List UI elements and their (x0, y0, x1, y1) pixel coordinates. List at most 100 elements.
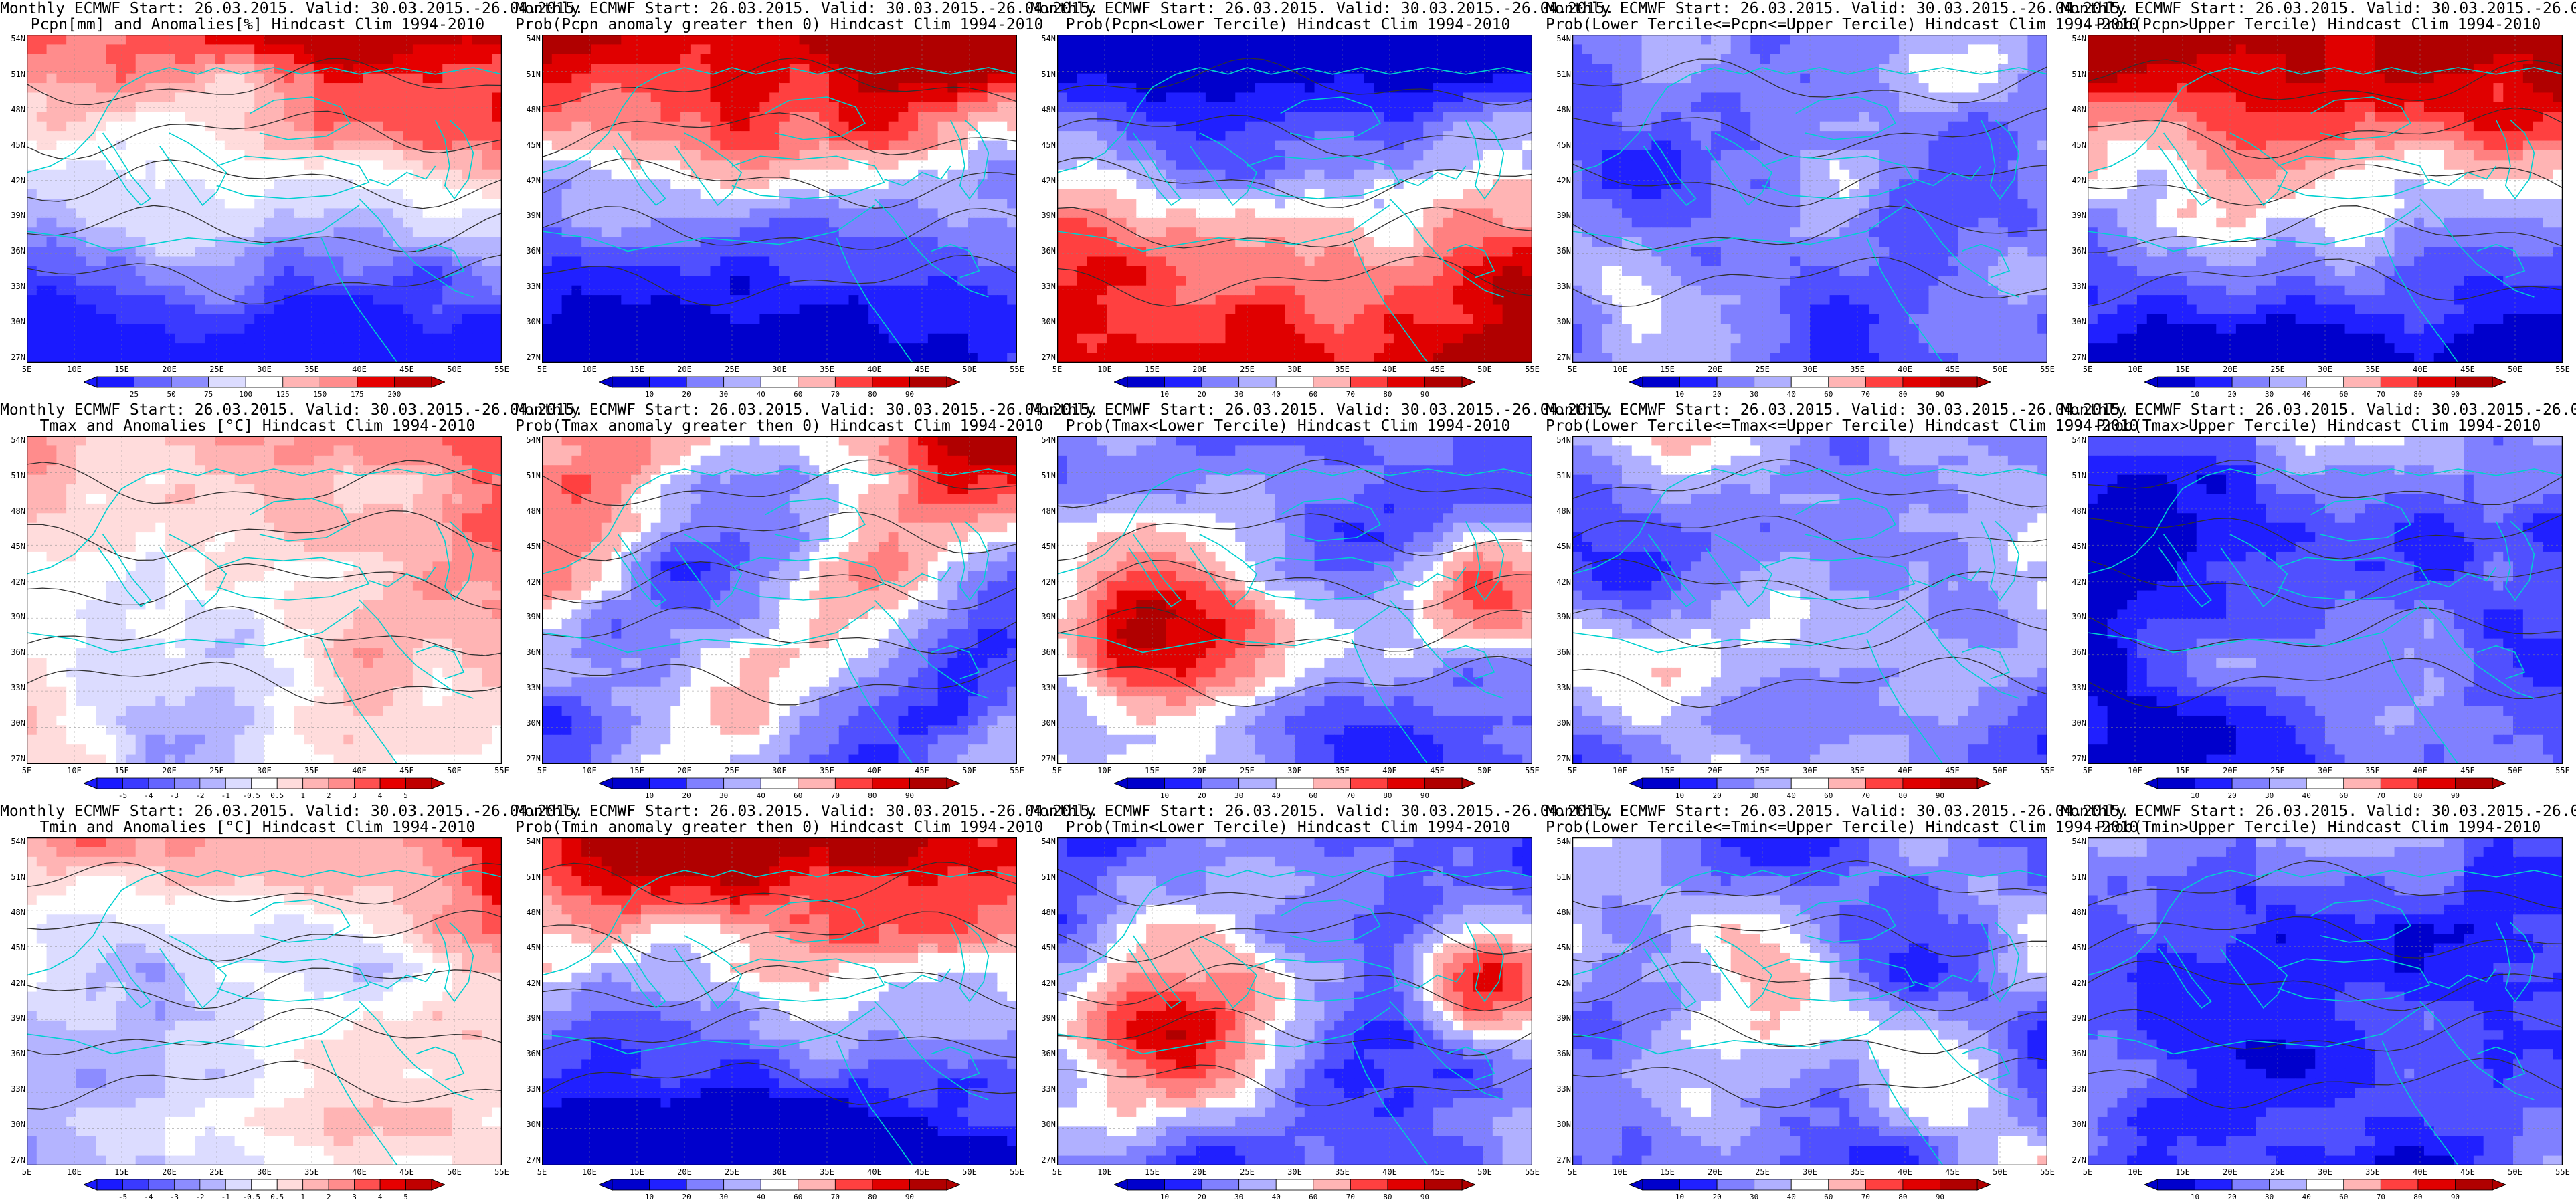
panel-title: Monthly ECMWF Start: 26.03.2015. Valid: … (515, 0, 1099, 17)
colorbar-tick-label: 80 (868, 390, 877, 399)
lon-tick-label: 35E (820, 365, 834, 374)
panel-subtitle: Prob(Tmax anomaly greater then 0) Hindca… (515, 417, 1043, 435)
lat-tick-label: 30N (515, 1120, 541, 1129)
lat-tick-label: 27N (1030, 353, 1056, 362)
lon-tick-label: 20E (162, 1167, 177, 1177)
map-area (2088, 436, 2563, 764)
colorbar-tick-label: 80 (1383, 1193, 1392, 1201)
lon-tick-label: 30E (1803, 365, 1817, 374)
lon-tick-label: 45E (2460, 766, 2475, 775)
panel-subtitle: Prob(Tmin<Lower Tercile) Hindcast Clim 1… (1030, 819, 1546, 836)
lat-tick-label: 30N (0, 718, 25, 728)
lon-tick-label: 50E (1993, 1167, 2007, 1177)
lon-tick-label: 5E (1568, 766, 1577, 775)
colorbar-swatches (599, 777, 960, 789)
lon-tick-label: 5E (2083, 365, 2092, 374)
colorbar-tick-label: 90 (2451, 1193, 2460, 1201)
lat-tick-label: 36N (0, 246, 25, 256)
lat-tick-label: 42N (2061, 577, 2086, 587)
lat-tick-label: 39N (0, 612, 25, 621)
map-area (2088, 837, 2563, 1165)
lat-tick-label: 33N (1030, 683, 1056, 692)
lon-tick-label: 25E (209, 365, 224, 374)
colorbar-tick-label: 25 (130, 390, 139, 399)
lat-tick-label: 27N (1546, 1155, 1571, 1165)
lon-tick-label: 55E (1525, 766, 1540, 775)
lon-tick-label: 15E (1145, 766, 1160, 775)
lon-tick-label: 15E (1660, 365, 1675, 374)
lat-tick-label: 51N (0, 872, 25, 882)
lat-tick-label: 51N (1546, 872, 1571, 882)
lon-tick-label: 25E (2270, 766, 2285, 775)
lon-tick-label: 10E (2128, 766, 2142, 775)
lat-tick-label: 54N (2061, 34, 2086, 43)
panel-subtitle: Prob(Pcpn>Upper Tercile) Hindcast Clim 1… (2061, 16, 2576, 33)
lon-tick-label: 5E (537, 1167, 547, 1177)
lat-tick-label: 33N (2061, 1084, 2086, 1094)
lat-tick-label: 48N (2061, 105, 2086, 114)
lat-tick-label: 39N (0, 1013, 25, 1023)
lat-tick-label: 48N (0, 506, 25, 516)
lon-tick-label: 10E (67, 365, 82, 374)
lon-tick-label: 20E (2223, 766, 2237, 775)
colorbar-tick-label: 60 (794, 390, 802, 399)
lat-tick-label: 42N (1546, 979, 1571, 988)
lat-tick-label: 27N (1546, 353, 1571, 362)
lat-tick-label: 27N (0, 353, 25, 362)
panel-title: Monthly ECMWF Start: 26.03.2015. Valid: … (515, 803, 1099, 820)
map-area (1057, 436, 1532, 764)
lat-tick-label: 51N (2061, 70, 2086, 79)
colorbar-tick-label: 30 (719, 1193, 728, 1201)
colorbar-tick-label: 10 (645, 791, 654, 800)
colorbar-tick-label: 60 (794, 1193, 802, 1201)
lon-tick-label: 35E (1850, 365, 1865, 374)
colorbar-tick-label: 40 (757, 791, 765, 800)
map-field (2088, 35, 2563, 363)
colorbar-tick-label: 20 (1197, 791, 1206, 800)
colorbar-tick-label: 90 (1936, 1193, 1944, 1201)
lon-tick-label: 35E (1335, 1167, 1350, 1177)
colorbar (599, 777, 960, 801)
lon-tick-label: 35E (1850, 766, 1865, 775)
lon-tick-label: 40E (867, 1167, 882, 1177)
lon-tick-label: 5E (1052, 766, 1062, 775)
lon-tick-label: 20E (1192, 365, 1207, 374)
lat-tick-label: 36N (2061, 1049, 2086, 1058)
lon-tick-label: 5E (1052, 365, 1062, 374)
map-field (1057, 837, 1532, 1165)
colorbar (1629, 376, 1991, 400)
map-panel-tmin-prob-lower: Monthly ECMWF Start: 26.03.2015. Valid: … (1030, 803, 1614, 1204)
colorbar-swatches (2144, 376, 2506, 388)
colorbar (84, 376, 445, 400)
lon-tick-label: 30E (1287, 365, 1302, 374)
lat-tick-label: 42N (1546, 577, 1571, 587)
lon-tick-label: 35E (820, 1167, 834, 1177)
lat-tick-label: 30N (1030, 317, 1056, 326)
lon-tick-label: 15E (630, 1167, 644, 1177)
lat-tick-label: 36N (1546, 246, 1571, 256)
colorbar-tick-label: 70 (831, 390, 840, 399)
lat-tick-label: 54N (1546, 34, 1571, 43)
colorbar-tick-label: 80 (868, 1193, 877, 1201)
map-panel-tmin-prob-gt0: Monthly ECMWF Start: 26.03.2015. Valid: … (515, 803, 1099, 1204)
colorbar-tick-label: 3 (352, 1193, 357, 1201)
lon-tick-label: 15E (630, 365, 644, 374)
lon-tick-label: 30E (1287, 1167, 1302, 1177)
colorbar-tick-label: 150 (313, 390, 327, 399)
lon-tick-label: 5E (22, 365, 31, 374)
lon-tick-label: 10E (1097, 365, 1112, 374)
colorbar-swatches (1114, 376, 1475, 388)
colorbar-tick-label: -3 (170, 791, 179, 800)
lat-tick-label: 54N (1546, 837, 1571, 846)
lat-tick-label: 39N (515, 211, 541, 220)
colorbar-tick-label: 90 (1936, 390, 1944, 399)
lon-tick-label: 35E (820, 766, 834, 775)
lon-tick-label: 30E (257, 766, 272, 775)
lat-tick-label: 36N (0, 647, 25, 657)
colorbar-tick-label: 4 (378, 791, 383, 800)
colorbar-tick-label: 5 (403, 1193, 408, 1201)
lat-tick-label: 45N (2061, 943, 2086, 952)
lat-tick-label: 42N (0, 176, 25, 185)
colorbar-swatches (2144, 1179, 2506, 1191)
lon-tick-label: 20E (162, 365, 177, 374)
